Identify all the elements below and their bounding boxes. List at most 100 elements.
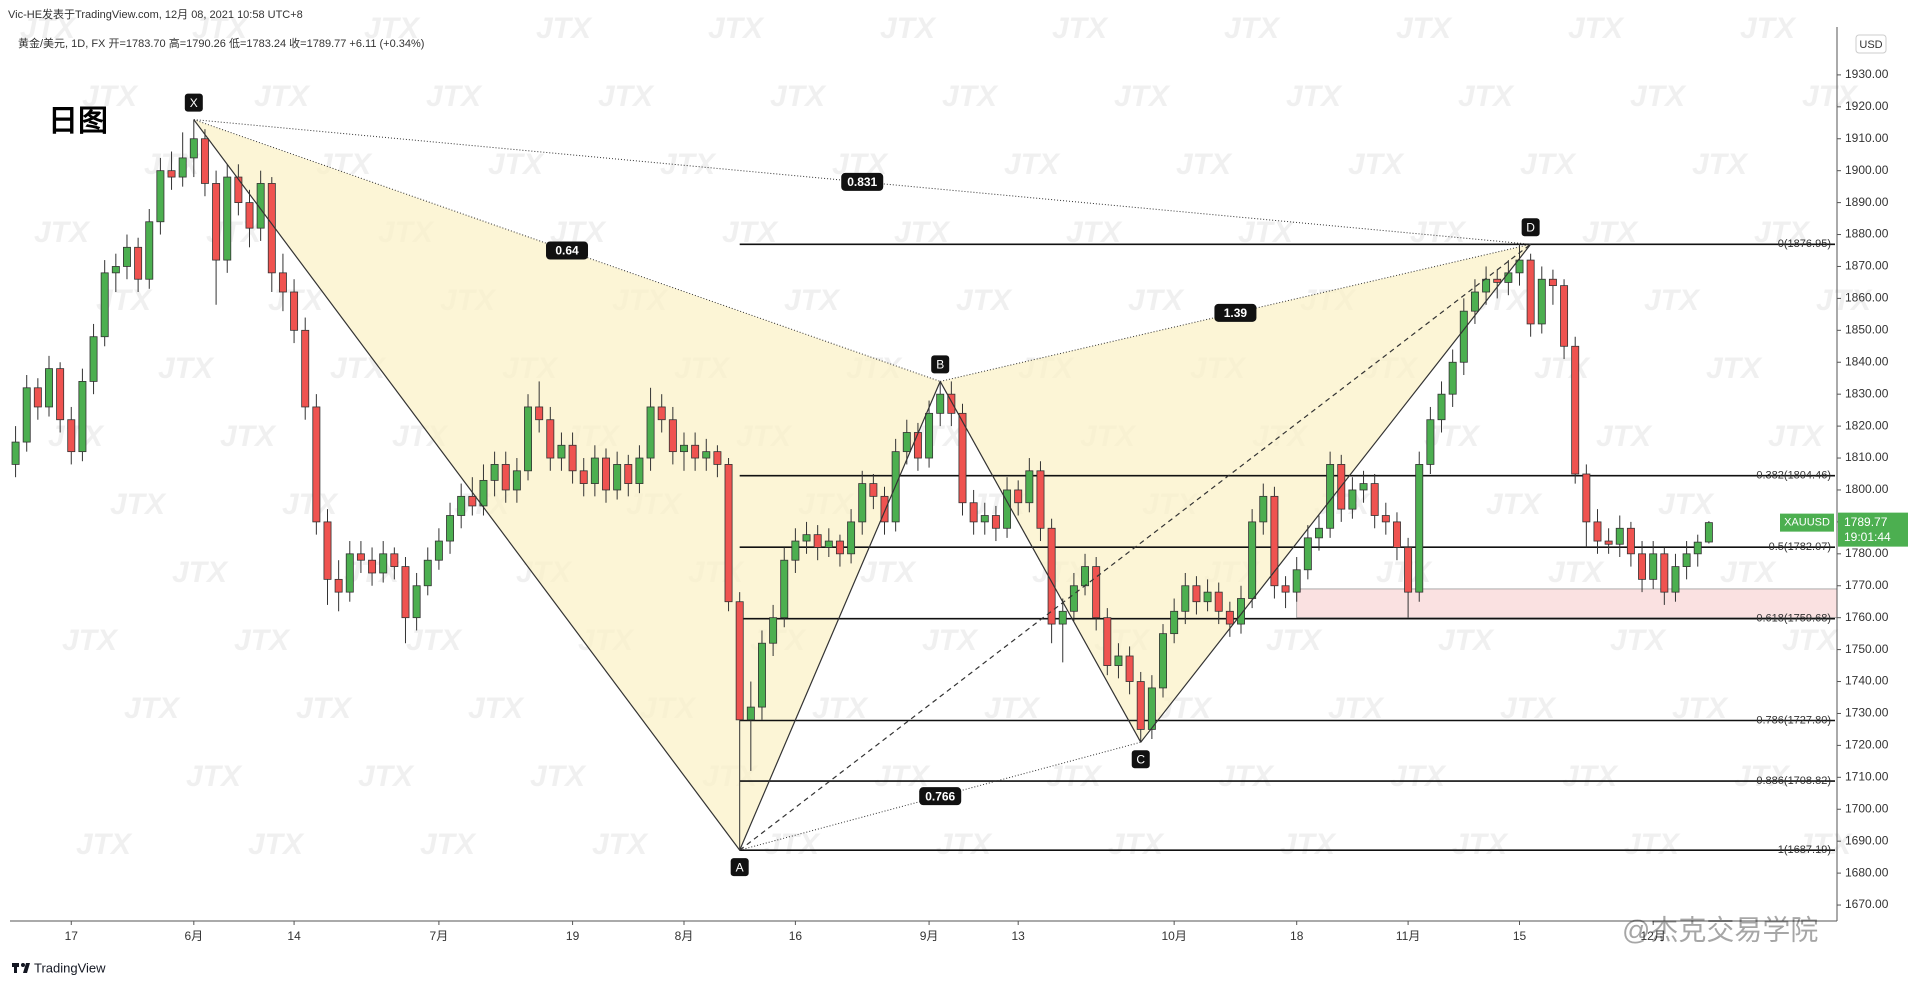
- candle-body: [100, 272, 109, 338]
- y-tick-label: 1840.00: [1845, 354, 1889, 368]
- y-tick-label: 1770.00: [1845, 578, 1889, 592]
- watermark: JTX: [922, 624, 979, 657]
- currency-box[interactable]: [1855, 34, 1887, 54]
- fib-label: 0.618(1759.68): [1756, 613, 1831, 625]
- currency[interactable]: USD: [1859, 39, 1882, 51]
- axes: 1670.00 1680.00 1690.00 1700.00 1710.00 1720.…: [65, 67, 1908, 943]
- candle-body: [590, 457, 599, 484]
- watermark: JTX: [1066, 216, 1123, 249]
- candle-body: [1069, 585, 1078, 612]
- candle-body: [501, 464, 510, 491]
- watermark: JTX: [1644, 284, 1701, 317]
- candle-body: [991, 515, 1000, 529]
- candle-body: [1593, 521, 1602, 542]
- x-tick-label: 9月: [920, 929, 939, 943]
- candle-body: [1660, 553, 1669, 593]
- candle-body: [423, 559, 432, 587]
- candle-body: [1003, 489, 1012, 529]
- watermark: JTX: [1486, 488, 1543, 521]
- candle-body: [1214, 591, 1223, 612]
- candle-body: [1548, 278, 1557, 287]
- y-tick-label: 1720.00: [1845, 738, 1889, 752]
- watermark: JTX: [1438, 624, 1495, 657]
- candle-body: [635, 457, 644, 484]
- y-tick-label: 1670.00: [1845, 897, 1889, 911]
- brand[interactable]: TradingView: [34, 960, 106, 975]
- watermark: JTX: [1802, 80, 1859, 113]
- candle-body: [824, 540, 833, 548]
- ratio-label: 0.831: [847, 175, 877, 189]
- watermark: JTX: [880, 12, 937, 45]
- watermark: JTX: [1390, 760, 1447, 793]
- x-tick-label: 15: [1513, 929, 1527, 943]
- y-tick-label: 1710.00: [1845, 769, 1889, 783]
- y-tick-label: 1740.00: [1845, 674, 1889, 688]
- y-tick-label: 1870.00: [1845, 259, 1889, 273]
- candle-body: [234, 176, 243, 204]
- candle-body: [178, 157, 187, 178]
- watermark: JTX: [1266, 624, 1323, 657]
- watermark: JTX: [82, 80, 139, 113]
- price-tag-value: 1789.77: [1844, 515, 1888, 529]
- watermark: JTX: [192, 12, 249, 45]
- candle-body: [724, 464, 733, 603]
- credit-watermark: @杰克交易学院: [1622, 914, 1818, 945]
- watermark: JTX: [1658, 488, 1715, 521]
- watermark: JTX: [296, 692, 353, 725]
- candle-body: [1237, 598, 1245, 625]
- candle-body: [1571, 345, 1580, 475]
- y-tick-label: 1760.00: [1845, 610, 1889, 624]
- watermark: JTX: [1754, 216, 1811, 249]
- watermark: JTX: [860, 556, 917, 589]
- watermark: JTX: [1410, 216, 1467, 249]
- y-tick-label: 1730.00: [1845, 706, 1889, 720]
- candle-body: [1303, 537, 1312, 571]
- logo-part: [23, 963, 30, 973]
- candle-body: [22, 387, 31, 443]
- candle-body: [1025, 470, 1034, 504]
- watermark: JTX: [1500, 692, 1557, 725]
- y-tick-label: 1860.00: [1845, 291, 1889, 305]
- candle-body: [691, 444, 700, 459]
- candle-body: [323, 521, 332, 580]
- watermark: JTX: [1458, 80, 1515, 113]
- watermark: JTX: [1768, 420, 1825, 453]
- candle-body: [512, 470, 521, 491]
- watermark: JTX: [708, 12, 765, 45]
- x-tick-label: 12月: [1641, 929, 1666, 943]
- candle-body: [1159, 633, 1167, 689]
- candle-body: [345, 553, 354, 593]
- candle-body: [557, 444, 566, 459]
- candle-body: [1370, 483, 1379, 516]
- watermark: JTX: [1734, 760, 1791, 793]
- candle-body: [1426, 419, 1435, 465]
- watermark: JTX: [660, 148, 717, 181]
- candle-body: [735, 601, 744, 721]
- candle-body: [1203, 591, 1212, 603]
- candle-body: [1114, 655, 1123, 666]
- ratio-box: [841, 172, 884, 191]
- brand-logo: [12, 963, 30, 973]
- watermark: JTX: [1114, 80, 1171, 113]
- x-tick-label: 8月: [675, 929, 694, 943]
- watermark: JTX: [770, 80, 827, 113]
- candle-body: [524, 406, 532, 472]
- candle-body: [468, 495, 477, 507]
- candle-body: [145, 221, 154, 280]
- watermark: JTX: [874, 760, 931, 793]
- watermark: JTX: [1816, 284, 1873, 317]
- zone: [1296, 588, 1838, 619]
- candle-body: [33, 387, 42, 408]
- candle-body: [1582, 473, 1591, 523]
- watermark: JTX: [248, 828, 305, 861]
- watermark: JTX: [364, 12, 421, 45]
- candle-body: [1103, 617, 1112, 666]
- y-tick-label: 1750.00: [1845, 642, 1889, 656]
- candle-body: [958, 412, 967, 504]
- watermark: JTX: [1624, 828, 1681, 861]
- plot-area: 0(1876.95) 0.382(1804.46) 0.5(1782.07) 0.61…: [11, 93, 1838, 877]
- candle-body: [457, 495, 466, 516]
- candle-body: [368, 559, 377, 574]
- point-box: [730, 858, 749, 877]
- watermark: JTX: [1672, 692, 1729, 725]
